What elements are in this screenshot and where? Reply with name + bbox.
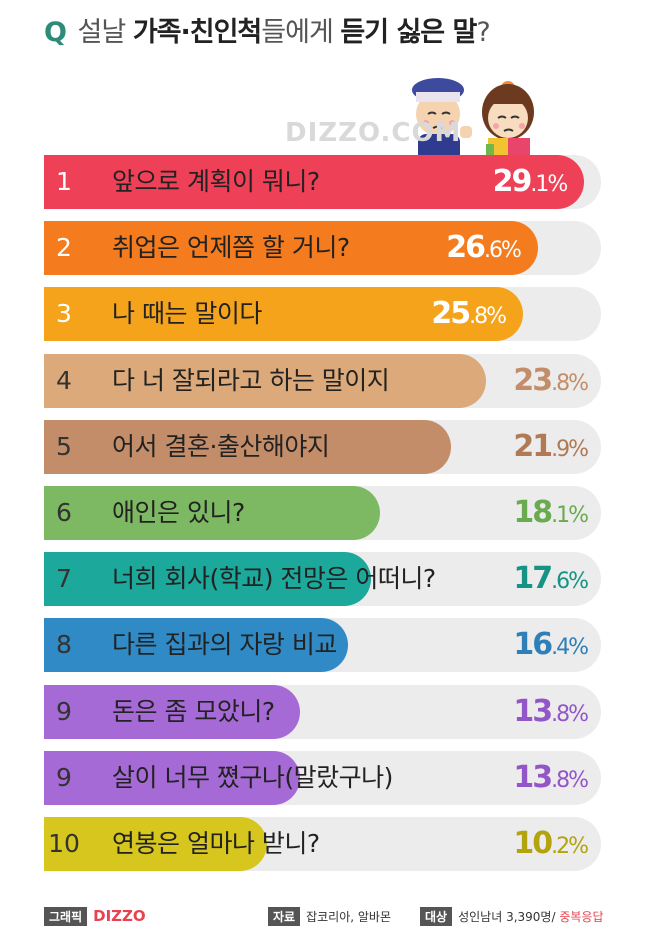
value-dec: .6% (551, 569, 589, 595)
rank-label: 9 (56, 762, 72, 792)
value-dec: .8% (551, 370, 589, 396)
category-label: 애인은 있니? (112, 498, 245, 527)
q-mark: Q (44, 17, 67, 48)
bar-row: 6 애인은 있니? 18.1% (44, 486, 601, 540)
value-int: 13 (513, 693, 553, 729)
value-int: 25 (431, 296, 471, 332)
category-label: 돈은 좀 모았니? (112, 696, 275, 726)
value-dec: .4% (551, 635, 589, 661)
graphic-tag: 그래픽 (44, 907, 88, 926)
category-label: 다 너 잘되라고 하는 말이지 (112, 365, 390, 395)
category-label: 어서 결혼·출산해야지 (112, 431, 330, 461)
footer-source: 자료 잡코리아, 알바몬 (268, 907, 391, 927)
rank-label: 6 (56, 498, 72, 527)
bar (44, 155, 585, 209)
watermark-text: DIZZO.COM (285, 118, 462, 148)
value-dec: .6% (483, 238, 522, 264)
bar-row: 2 취업은 언제쯤 할 거니? 26.6% (44, 221, 601, 276)
value-label: 18.1% (513, 486, 589, 540)
value-int: 10 (513, 826, 553, 861)
value-int: 17 (513, 561, 553, 597)
value-label: 13.8% (513, 685, 589, 739)
chart-title: Q 설날 가족·친인척들에게 듣기 싫은 말? (44, 10, 491, 49)
rank-label: 10 (48, 829, 80, 858)
value-dec: .9% (551, 436, 589, 462)
source-tag: 자료 (268, 907, 301, 926)
rank-label: 2 (56, 233, 72, 263)
bar (44, 684, 301, 739)
category-label: 연봉은 얼마나 받니? (112, 829, 320, 858)
value-label: 17.6% (513, 552, 589, 606)
rank-label: 8 (56, 630, 72, 660)
value-label: 10.2% (513, 817, 589, 871)
dizzo-logo: DIZZO (93, 907, 146, 925)
target-tag: 대상 (420, 907, 453, 926)
footer-graphic: 그래픽 DIZZO (44, 907, 146, 927)
category-label: 너희 회사(학교) 전망은 어떠니? (112, 564, 436, 594)
bar (44, 353, 486, 408)
value-int: 18 (513, 495, 553, 530)
bar-row: 5 어서 결혼·출산해야지 21.9% (44, 419, 601, 474)
value-label: 25.8% (431, 287, 507, 341)
title-part-2: 가족·친인척 (132, 17, 262, 48)
bar-row: 9 돈은 좀 모았니? 13.8% (44, 684, 601, 739)
value-dec: .1% (530, 172, 568, 197)
value-dec: .1% (551, 503, 589, 528)
rank-label: 1 (56, 167, 72, 196)
bar (44, 618, 349, 673)
value-int: 16 (513, 627, 553, 663)
footer-target: 대상 성인남녀 3,390명/ 중복응답 (420, 907, 604, 927)
value-label: 29.1% (492, 155, 569, 209)
bar (44, 486, 381, 540)
bar-row: 10 연봉은 얼마나 받니? 10.2% (44, 817, 601, 871)
bar-row: 7 너희 회사(학교) 전망은 어떠니? 17.6% (44, 552, 601, 607)
bar-row: 1 앞으로 계획이 뭐니? 29.1% (44, 155, 601, 209)
rank-label: 5 (56, 431, 72, 461)
target-text: 성인남녀 3,390명/ (458, 910, 560, 924)
value-int: 29 (492, 164, 533, 199)
title-part-3: 들에게 (261, 17, 341, 48)
rank-label: 7 (56, 564, 72, 594)
rank-label: 3 (56, 299, 72, 329)
value-label: 21.9% (513, 420, 589, 474)
category-label: 앞으로 계획이 뭐니? (112, 167, 320, 196)
bar (44, 750, 301, 805)
bar (44, 552, 371, 607)
source-text: 잡코리아, 알바몬 (306, 910, 392, 924)
value-label: 13.8% (513, 751, 589, 805)
value-int: 26 (446, 230, 486, 266)
value-int: 23 (513, 362, 553, 398)
value-dec: .8% (469, 304, 507, 330)
bar-row: 9 살이 너무 쪘구나(말랐구나) 13.8% (44, 750, 601, 805)
bar (44, 221, 538, 276)
value-label: 26.6% (446, 221, 522, 275)
value-label: 16.4% (513, 618, 589, 672)
value-int: 13 (513, 759, 553, 795)
value-dec: .8% (551, 701, 589, 727)
value-int: 21 (513, 428, 553, 464)
bar (44, 817, 267, 871)
category-label: 다른 집과의 자랑 비교 (112, 630, 337, 660)
title-part-5: ? (476, 17, 490, 48)
category-label: 살이 너무 쪘구나(말랐구나) (112, 762, 393, 792)
bar-row: 8 다른 집과의 자랑 비교 16.4% (44, 618, 601, 673)
bar (44, 419, 451, 474)
category-label: 취업은 언제쯤 할 거니? (112, 233, 350, 263)
rank-label: 4 (56, 365, 72, 395)
bar (44, 287, 524, 342)
value-dec: .8% (551, 767, 589, 793)
title-part-1: 설날 (77, 17, 133, 48)
value-dec: .2% (551, 834, 589, 859)
title-part-4: 듣기 싫은 말 (340, 17, 477, 48)
value-label: 23.8% (513, 354, 589, 408)
target-note: 중복응답 (559, 910, 604, 924)
category-label: 나 때는 말이다 (112, 299, 262, 329)
rank-label: 9 (56, 696, 72, 726)
bar-row: 4 다 너 잘되라고 하는 말이지 23.8% (44, 353, 601, 408)
bar-row: 3 나 때는 말이다 25.8% (44, 287, 601, 342)
